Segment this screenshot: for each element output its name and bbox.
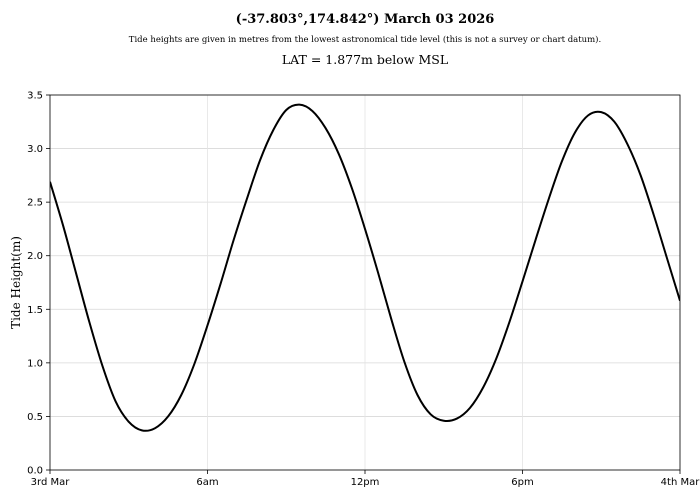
y-tick-label: 2.0: [27, 251, 43, 262]
x-tick-label: 6am: [196, 477, 218, 488]
series-group: [50, 103, 680, 432]
x-tick-label: 6pm: [511, 477, 533, 488]
y-tick-label: 0.5: [27, 412, 43, 423]
y-tick-label: 2.5: [27, 198, 43, 209]
y-tick-label: 3.0: [27, 144, 43, 155]
y-axis-label: Tide Height(m): [9, 236, 23, 329]
chart-lat-note: LAT = 1.877m below MSL: [281, 52, 449, 67]
axis-ticks: 0.0 0.5 1.0 1.5 2.0 2.5 3.0 3.5 3rd Mar 6am 12pm 6p…: [27, 91, 700, 489]
y-tick-label: 0.0: [27, 466, 43, 477]
grid-lines: [49, 94, 681, 471]
tide-height-line: [50, 103, 680, 432]
y-tick-label: 1.0: [27, 358, 43, 369]
y-tick-label: 3.5: [27, 91, 43, 102]
x-tick-label: 4th Mar: [661, 477, 700, 488]
chart-title: (-37.803°,174.842°) March 03 2026: [235, 12, 495, 27]
x-tick-label: 12pm: [351, 477, 380, 488]
x-tick-label: 3rd Mar: [31, 477, 71, 488]
chart-subtitle: Tide heights are given in metres from th…: [128, 35, 602, 45]
y-tick-label: 1.5: [27, 305, 43, 316]
